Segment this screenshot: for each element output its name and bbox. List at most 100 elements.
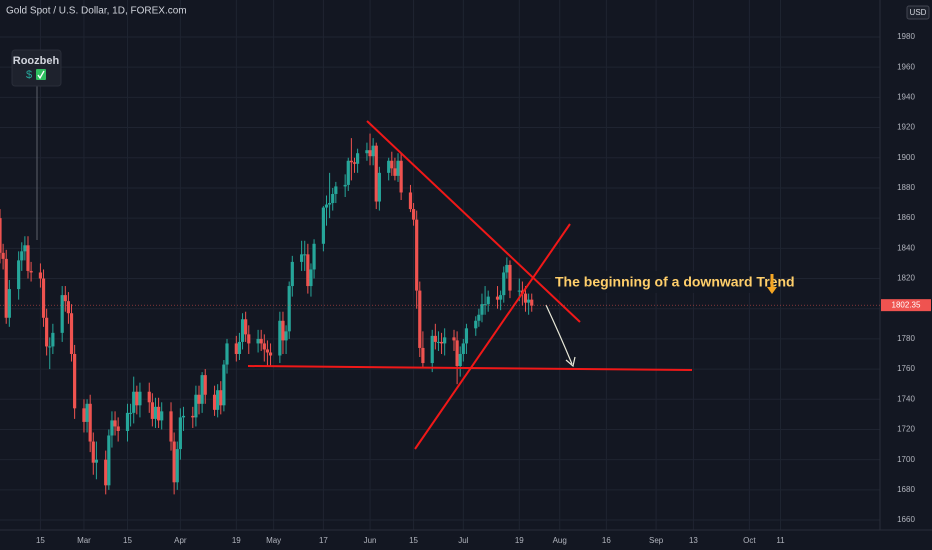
- y-tick-label: 1980: [897, 32, 915, 41]
- y-tick-label: 1660: [897, 515, 915, 524]
- candle-body: [222, 364, 226, 406]
- candle-body: [477, 314, 481, 321]
- candle-body: [346, 160, 350, 185]
- annotation-box: [551, 271, 764, 293]
- candle-body: [244, 319, 248, 335]
- candle-body: [247, 334, 251, 344]
- candle-body: [530, 299, 534, 306]
- candle-body: [91, 441, 95, 463]
- x-tick-label: 11: [776, 536, 785, 545]
- candle-body: [169, 411, 173, 442]
- candle-body: [411, 209, 416, 220]
- candle-body: [458, 353, 462, 367]
- grid: [0, 0, 880, 530]
- y-tick-label: 1820: [897, 274, 915, 283]
- candle-body: [63, 295, 67, 302]
- candle-body: [265, 349, 270, 353]
- candle-body: [443, 337, 447, 344]
- candle-body: [399, 160, 403, 193]
- currency-button[interactable]: [906, 5, 930, 20]
- annotation: The beginning of a downward Trend: [555, 274, 795, 290]
- candle-body: [527, 299, 531, 303]
- currency[interactable]: USD: [910, 8, 927, 17]
- candle-body: [66, 301, 71, 314]
- candle-body: [29, 270, 33, 273]
- candle-body: [508, 264, 512, 291]
- candle-body: [355, 153, 360, 164]
- candle-body: [4, 258, 8, 318]
- candle-body: [197, 394, 201, 404]
- candle-body: [259, 338, 263, 344]
- candle-body: [387, 160, 391, 173]
- candle-body: [408, 192, 413, 210]
- candle-body: [374, 145, 378, 202]
- candle-body: [324, 204, 329, 208]
- candle-body: [281, 320, 285, 341]
- candle-body: [135, 391, 139, 406]
- candle-body: [38, 272, 43, 279]
- candle-body: [284, 331, 288, 341]
- candle-body: [110, 420, 114, 436]
- y-tick-label: 1700: [897, 455, 915, 464]
- x-tick-label: Aug: [553, 536, 567, 545]
- y-tick-label: 1940: [897, 92, 915, 101]
- x-tick-label: 16: [602, 536, 611, 545]
- candle-body: [474, 320, 478, 329]
- candle-body: [495, 296, 500, 300]
- last-price-tag: [881, 299, 931, 312]
- candle-body: [175, 449, 179, 483]
- candle-body: [436, 341, 441, 343]
- candle-body: [343, 184, 347, 187]
- x-tick-label: 19: [232, 536, 241, 545]
- candle-body: [234, 343, 238, 354]
- candle-body: [371, 145, 375, 157]
- candle-body: [365, 150, 369, 154]
- x-tick-label: Apr: [174, 536, 187, 545]
- candle-body: [225, 343, 229, 365]
- candle-body: [107, 435, 111, 486]
- y-tick-label: 1740: [897, 394, 915, 403]
- candle-body: [368, 150, 372, 157]
- candle-body: [26, 245, 30, 271]
- y-tick-label: 1760: [897, 364, 915, 373]
- x-tick-label: 15: [123, 536, 132, 545]
- candle-body: [129, 412, 133, 414]
- candle-body: [352, 162, 357, 164]
- candle-body: [321, 207, 325, 244]
- candle-body: [20, 251, 24, 261]
- candle-body: [181, 415, 186, 418]
- candle-body: [191, 415, 195, 418]
- support-line: [247, 365, 693, 371]
- forecast-arrow: [545, 304, 573, 365]
- candle-body: [203, 375, 207, 395]
- candle-body: [138, 391, 142, 406]
- x-tick-label: 13: [689, 536, 698, 545]
- candle-body: [240, 319, 245, 342]
- candle-body: [486, 296, 490, 305]
- candle-body: [309, 269, 313, 287]
- candle-body: [41, 278, 46, 318]
- candle-body: [502, 272, 506, 296]
- candle-body: [23, 245, 27, 252]
- candle-body: [73, 353, 77, 409]
- candle-body: [499, 295, 503, 300]
- candle-body: [461, 343, 465, 354]
- y-tick-label: 1960: [897, 62, 915, 71]
- icon: $: [26, 69, 32, 81]
- y-tick-label: 1880: [897, 183, 915, 192]
- candle-body: [349, 160, 353, 163]
- candle-body: [0, 218, 2, 253]
- candle-body: [85, 403, 89, 422]
- candle-body: [421, 347, 425, 364]
- x-tick-label: 15: [36, 536, 45, 545]
- candle-body: [505, 264, 509, 273]
- candle-body: [82, 408, 86, 422]
- down-arrow-head: [767, 287, 777, 294]
- x-tick-label: 19: [515, 536, 524, 545]
- candle-body: [415, 219, 419, 291]
- icon: [37, 70, 45, 80]
- candle-body: [393, 168, 397, 176]
- candle-body: [172, 441, 176, 483]
- candle-body: [517, 290, 521, 292]
